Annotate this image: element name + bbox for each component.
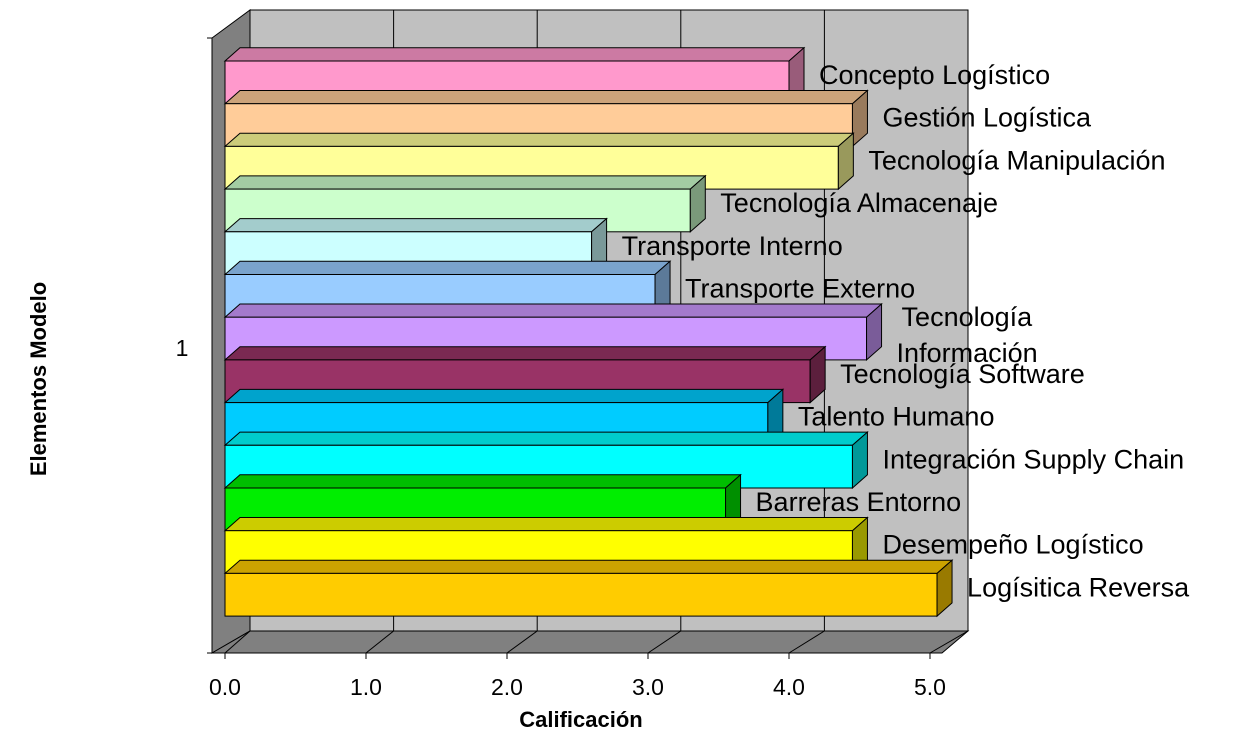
axes-group: 0.0 1.0 2.0 3.0 4.0 5.0 (207, 37, 946, 700)
bar-label: Tecnología Manipulación (868, 145, 1165, 175)
floor-gridline (929, 630, 969, 654)
bar-label: Tecnología Software (840, 359, 1085, 389)
bar-side-face (689, 174, 706, 233)
bar-front-face (224, 572, 938, 617)
x-axis-title: Calificación (519, 707, 642, 732)
bar-label: Transporte Externo (685, 274, 915, 304)
bar-top-face (223, 474, 742, 489)
bar-top-face (223, 132, 855, 147)
bar-label: Desempeño Logístico (882, 530, 1143, 560)
bar-label: Transporte Interno (622, 231, 843, 261)
bar-barreras-entorno (223, 473, 742, 532)
bar-side-face (866, 302, 883, 362)
bar-side-face (851, 430, 868, 490)
floor-gridline (788, 630, 825, 654)
x-tick-label: 4.0 (773, 674, 805, 700)
bar-top-face (223, 260, 672, 275)
bar-label: Integración Supply Chain (882, 444, 1184, 474)
floor-gridline (506, 630, 538, 654)
bar-top-face (223, 303, 883, 318)
bar-label-line: Información (897, 338, 1038, 368)
floor (210, 630, 970, 654)
x-tick-label: 2.0 (491, 674, 523, 700)
bar-top-face (223, 47, 806, 62)
x-tick-label: 1.0 (350, 674, 382, 700)
bar-label: Gestión Logística (882, 103, 1092, 133)
bar-top-face (223, 175, 707, 190)
bar-top-face (223, 346, 827, 361)
bar-label-line: Tecnología (902, 302, 1034, 332)
bar-top-face (223, 431, 869, 446)
bar-side-face (809, 345, 826, 404)
bar-top-face (223, 218, 608, 233)
floor-gridline (647, 630, 682, 654)
x-tick-label: 3.0 (632, 674, 664, 700)
bar-labels-group: Concepto Logístico Gestión Logística Tecno… (622, 60, 1191, 602)
bar-top-face (223, 388, 785, 404)
bar-label: Tecnología Información (897, 302, 1038, 368)
bar-side-face (851, 89, 868, 148)
bar-label: Tecnología Almacenaje (720, 188, 998, 218)
bar-side-face (936, 559, 953, 618)
bar-log-sitica-reversa (223, 559, 954, 618)
x-tick-label: 5.0 (914, 674, 946, 700)
bar-label: Barreras Entorno (756, 487, 962, 517)
y-axis-title: Elementos Modelo (26, 282, 51, 476)
bar-side-face (837, 132, 854, 191)
bar-label: Talento Humano (798, 402, 995, 432)
bar-top-face (223, 517, 869, 532)
floor-gridline (365, 630, 394, 654)
bar-label: Concepto Logístico (819, 60, 1050, 90)
bar-top-face (223, 90, 869, 105)
bar-series-group (223, 46, 954, 618)
y-category-label: 1 (176, 335, 189, 361)
floor-gridline (224, 630, 251, 654)
bar-top-face (223, 559, 954, 574)
x-tick-label: 0.0 (209, 674, 241, 700)
bar-label: Logísitica Reversa (967, 572, 1190, 602)
